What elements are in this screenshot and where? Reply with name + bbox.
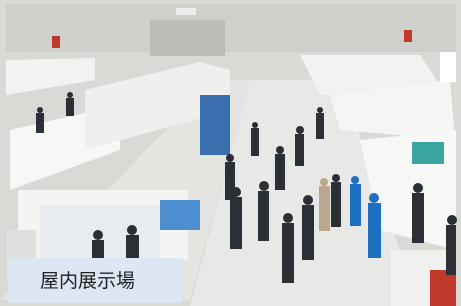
- caption: 屋内展示場: [40, 270, 135, 292]
- page: 屋内展示場 (() => { const data = JSON.parse(d…: [0, 0, 461, 306]
- exhibition-hall-photo: 屋内展示場: [0, 0, 461, 306]
